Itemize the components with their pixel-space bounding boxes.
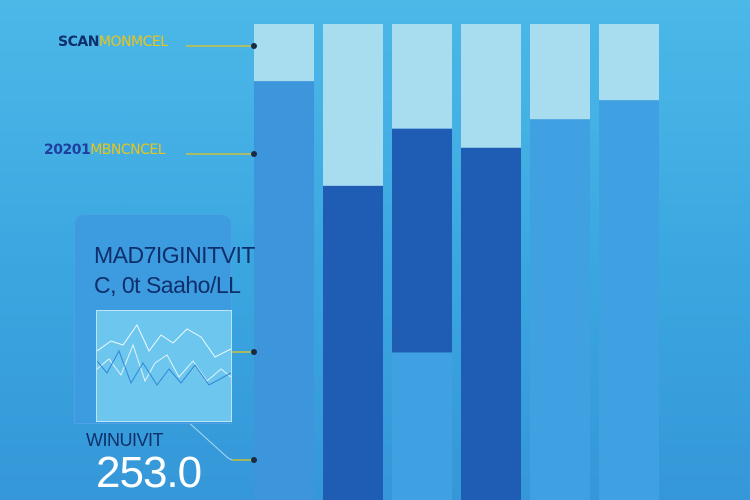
callout-label-lead: SCAN bbox=[58, 34, 99, 50]
bar bbox=[254, 81, 314, 500]
bar bbox=[530, 119, 590, 500]
wave-line bbox=[96, 343, 232, 383]
bar-band bbox=[392, 128, 452, 353]
mini-wave-plot bbox=[96, 324, 232, 386]
panel-mini-plot bbox=[96, 310, 232, 422]
wave-line bbox=[96, 324, 232, 358]
metric-value: 253.0 bbox=[96, 448, 202, 497]
callout-label-rest: MBNCNCEL bbox=[90, 142, 166, 158]
callout-label-middle: 20201MBNCNCEL bbox=[44, 142, 166, 158]
wave-line bbox=[96, 349, 232, 386]
callout-label-top: SCANMONMCEL bbox=[58, 34, 168, 50]
bar bbox=[599, 100, 659, 500]
callout-label-lead: 20201 bbox=[44, 142, 91, 158]
leader-dot bbox=[251, 43, 257, 49]
callout-label-rest: MONMCEL bbox=[98, 34, 168, 50]
metric-connector bbox=[185, 419, 233, 461]
leader-dot bbox=[251, 151, 257, 157]
bar bbox=[461, 147, 521, 500]
metric-label: WINUIVIT bbox=[86, 430, 164, 450]
bar bbox=[323, 185, 383, 500]
leader-dot bbox=[251, 457, 257, 463]
info-panel: MAD7IGINITVIT C, 0t Saaho/LL bbox=[74, 214, 255, 424]
leader-dot bbox=[251, 349, 257, 355]
panel-title: MAD7IGINITVIT bbox=[94, 242, 255, 268]
panel-subtitle: C, 0t Saaho/LL bbox=[94, 272, 241, 298]
